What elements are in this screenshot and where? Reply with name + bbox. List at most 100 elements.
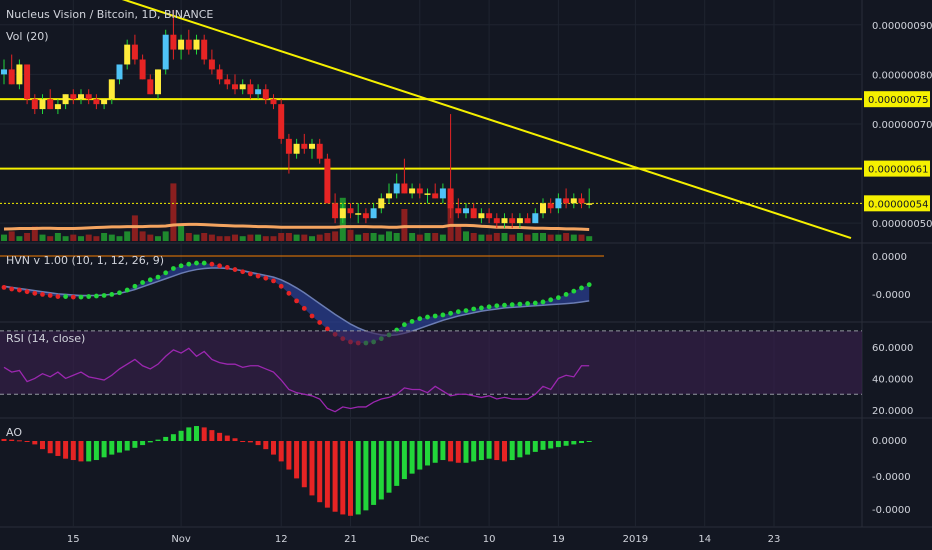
candle-body[interactable] xyxy=(193,39,200,50)
hvn-pane[interactable] xyxy=(0,255,604,346)
hvn-dot xyxy=(171,266,176,271)
candle-body[interactable] xyxy=(54,104,61,110)
candle-body[interactable] xyxy=(155,69,161,95)
candle-body[interactable] xyxy=(278,104,285,139)
candle-body[interactable] xyxy=(24,64,31,100)
ao-bar xyxy=(332,441,338,512)
rsi-pane[interactable] xyxy=(0,330,862,413)
candle-body[interactable] xyxy=(324,158,331,204)
candle-body[interactable] xyxy=(416,188,423,194)
candle-body[interactable] xyxy=(516,218,523,224)
hvn-dot xyxy=(271,278,276,284)
candle-body[interactable] xyxy=(470,208,477,219)
candle-body[interactable] xyxy=(216,69,223,80)
candle-body[interactable] xyxy=(116,64,123,80)
hvn-dot xyxy=(232,267,238,272)
candle-body[interactable] xyxy=(578,198,585,204)
candle-body[interactable] xyxy=(1,69,7,75)
ao-bar xyxy=(478,441,484,461)
candle-body[interactable] xyxy=(393,183,400,194)
candle-body[interactable] xyxy=(208,59,215,70)
candle-body[interactable] xyxy=(332,203,339,219)
candle-body[interactable] xyxy=(147,79,154,95)
candle-body[interactable] xyxy=(439,188,446,199)
volume-bar xyxy=(478,234,485,241)
candle-body[interactable] xyxy=(540,203,546,214)
candle-body[interactable] xyxy=(247,84,254,95)
candle-body[interactable] xyxy=(463,208,469,214)
candle-body[interactable] xyxy=(178,39,185,50)
candle-body[interactable] xyxy=(493,218,500,224)
candle-body[interactable] xyxy=(547,203,554,209)
candle-body[interactable] xyxy=(362,213,369,219)
candle-body[interactable] xyxy=(70,94,77,100)
candle-body[interactable] xyxy=(201,39,208,60)
candle-body[interactable] xyxy=(16,64,23,85)
candle-body[interactable] xyxy=(224,79,231,85)
candle-body[interactable] xyxy=(101,99,108,105)
ao-bar xyxy=(155,439,161,441)
volume-bar xyxy=(493,233,500,241)
candle-body[interactable] xyxy=(262,89,269,100)
candle-body[interactable] xyxy=(501,218,508,224)
candle-body[interactable] xyxy=(570,198,577,204)
candle-body[interactable] xyxy=(139,59,146,80)
ao-bar xyxy=(586,441,592,442)
candle-body[interactable] xyxy=(555,198,562,209)
candle-body[interactable] xyxy=(39,99,46,110)
ao-bar xyxy=(70,441,76,461)
candle-body[interactable] xyxy=(409,188,416,194)
candle-body[interactable] xyxy=(309,143,315,149)
candle-body[interactable] xyxy=(432,193,439,199)
candle-body[interactable] xyxy=(124,44,131,65)
candle-body[interactable] xyxy=(455,208,462,214)
candle-body[interactable] xyxy=(239,84,246,90)
candle-body[interactable] xyxy=(378,198,385,209)
candle-body[interactable] xyxy=(347,208,354,214)
candle-body[interactable] xyxy=(509,218,516,224)
candle-body[interactable] xyxy=(316,143,323,159)
candle-body[interactable] xyxy=(62,94,69,105)
candle-body[interactable] xyxy=(424,193,431,195)
candle-body[interactable] xyxy=(301,143,308,149)
candle-body[interactable] xyxy=(232,84,238,90)
volume-bar xyxy=(293,234,300,241)
candle-body[interactable] xyxy=(31,99,38,110)
candle-body[interactable] xyxy=(285,138,292,154)
candle-body[interactable] xyxy=(93,99,100,105)
candle-body[interactable] xyxy=(85,94,92,100)
candle-body[interactable] xyxy=(563,198,570,204)
candle-body[interactable] xyxy=(532,213,539,224)
ao-bar xyxy=(494,441,500,461)
candle-body[interactable] xyxy=(185,39,192,50)
candle-body[interactable] xyxy=(339,208,346,219)
candle-body[interactable] xyxy=(401,183,408,194)
candle-body[interactable] xyxy=(78,94,84,100)
candle-body[interactable] xyxy=(47,99,54,110)
candle-body[interactable] xyxy=(162,34,169,70)
candle-body[interactable] xyxy=(486,213,493,219)
candle-body[interactable] xyxy=(478,213,485,219)
candle-body[interactable] xyxy=(586,203,593,205)
candle-body[interactable] xyxy=(108,79,115,100)
candle-body[interactable] xyxy=(170,34,177,50)
price-pane[interactable] xyxy=(0,0,862,241)
ao-bar xyxy=(309,441,315,496)
volume-bar xyxy=(578,234,585,241)
volume-bar xyxy=(232,234,238,241)
candle-body[interactable] xyxy=(370,208,377,219)
candle-body[interactable] xyxy=(270,99,277,105)
candle-body[interactable] xyxy=(293,143,300,154)
volume-bar xyxy=(47,236,54,241)
date-tick-label: 21 xyxy=(344,534,357,545)
hvn-dot xyxy=(209,261,215,267)
ao-pane[interactable] xyxy=(1,426,592,516)
candle-body[interactable] xyxy=(386,193,392,199)
candle-body[interactable] xyxy=(8,69,15,85)
candle-body[interactable] xyxy=(355,213,362,215)
candle-body[interactable] xyxy=(447,188,454,209)
candle-body[interactable] xyxy=(524,218,531,224)
candle-body[interactable] xyxy=(131,44,138,60)
candle-body[interactable] xyxy=(255,89,262,95)
